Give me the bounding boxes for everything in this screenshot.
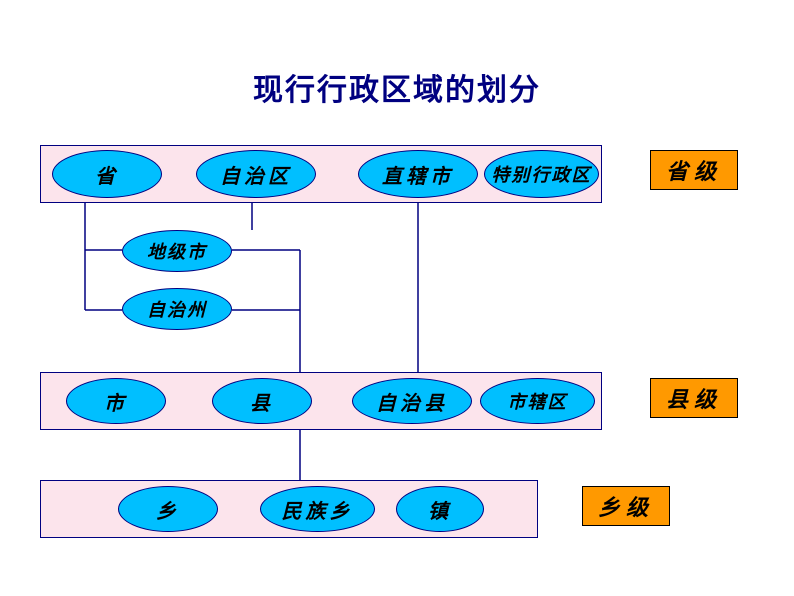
node-zhen: 镇 [396, 486, 484, 532]
node-xiang: 乡 [118, 486, 218, 532]
level3-label: 乡级 [582, 486, 670, 526]
node-zizhizhou: 自治州 [122, 288, 232, 330]
node-zizhixian: 自治县 [352, 378, 472, 424]
node-zhixiashi: 直辖市 [358, 150, 478, 198]
node-minzuxiang: 民族乡 [260, 486, 375, 532]
node-xian: 县 [212, 378, 312, 424]
node-shi: 市 [66, 378, 166, 424]
node-zizhiqu: 自治区 [196, 150, 316, 198]
page-title: 现行行政区域的划分 [0, 65, 794, 109]
node-tebie: 特别行政区 [484, 150, 599, 198]
node-sheng: 省 [52, 150, 162, 198]
level2-label: 县级 [650, 378, 738, 418]
node-shixiaqu: 市辖区 [480, 378, 595, 424]
node-dijishi: 地级市 [122, 230, 232, 272]
level1-label: 省级 [650, 150, 738, 190]
